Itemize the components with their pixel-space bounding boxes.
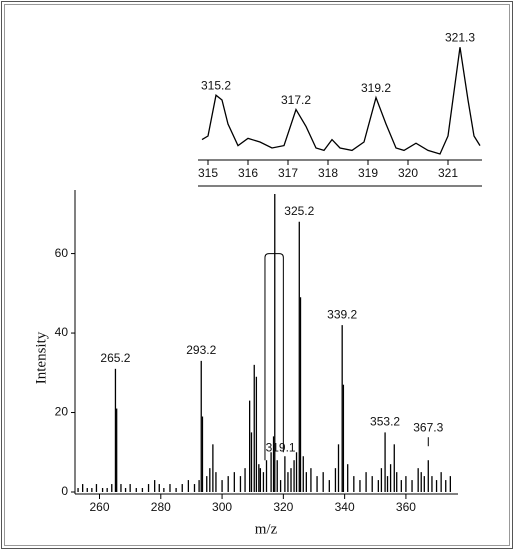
peak-label: 353.2 bbox=[370, 415, 400, 429]
frame-inner bbox=[4, 4, 510, 546]
x-tick-label: 340 bbox=[335, 500, 355, 514]
x-tick-label: 260 bbox=[89, 500, 109, 514]
peak-label: 293.2 bbox=[186, 343, 216, 357]
inset-x-tick-label: 318 bbox=[318, 166, 338, 180]
y-tick-label: 60 bbox=[55, 246, 69, 260]
inset-peak-label: 317.2 bbox=[281, 93, 311, 107]
y-axis-title: Intensity bbox=[33, 331, 49, 384]
x-axis-title: m/z bbox=[255, 521, 278, 537]
x-tick-label: 280 bbox=[151, 500, 171, 514]
x-tick-label: 320 bbox=[273, 500, 293, 514]
peak-label: 265.2 bbox=[100, 351, 130, 365]
peak-label: 367.3 bbox=[413, 420, 443, 434]
inset-x-tick-label: 316 bbox=[238, 166, 258, 180]
peak-label: 339.2 bbox=[327, 307, 357, 321]
inset-peak-label: 321.3 bbox=[445, 30, 475, 44]
inset-trace bbox=[201, 47, 481, 155]
x-tick-label: 360 bbox=[396, 500, 416, 514]
inset-peak-label: 315.2 bbox=[201, 78, 231, 92]
inset-x-tick-label: 319 bbox=[358, 166, 378, 180]
y-tick-label: 40 bbox=[55, 325, 69, 339]
peak-label: 325.2 bbox=[284, 204, 314, 218]
x-tick-label: 300 bbox=[212, 500, 232, 514]
inset-x-tick-label: 315 bbox=[198, 166, 218, 180]
inset-peak-label: 319.2 bbox=[361, 81, 391, 95]
y-tick-label: 0 bbox=[61, 484, 68, 498]
inset-x-tick-label: 320 bbox=[398, 166, 418, 180]
y-tick-label: 20 bbox=[55, 405, 69, 419]
inset-x-tick-label: 321 bbox=[438, 166, 458, 180]
peak-label: 319.1 bbox=[266, 440, 296, 454]
inset-x-tick-label: 317 bbox=[278, 166, 298, 180]
